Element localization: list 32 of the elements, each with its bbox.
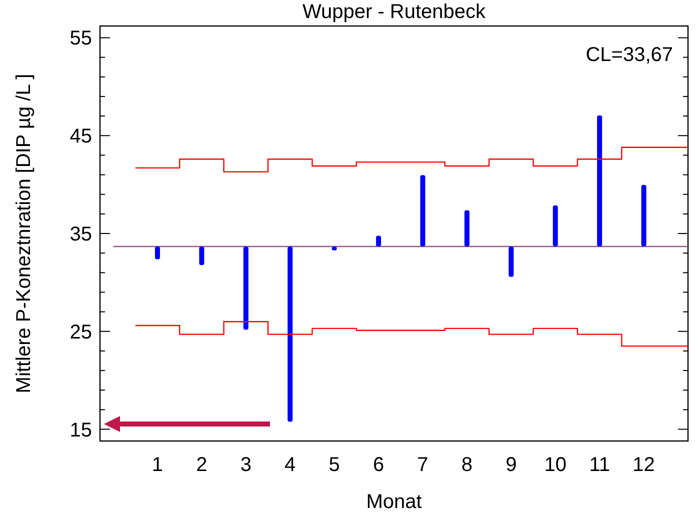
chart-title: Wupper - Rutenbeck — [302, 1, 487, 23]
x-tick-label: 3 — [240, 454, 252, 476]
x-tick-label: 1 — [152, 454, 164, 476]
bar — [464, 210, 470, 247]
annotation: CL=33,67 — [586, 44, 673, 66]
x-tick-label: 12 — [632, 454, 655, 476]
bar — [243, 246, 248, 330]
bar — [288, 246, 293, 422]
x-tick-label: 5 — [328, 454, 340, 476]
bar — [376, 236, 382, 247]
y-tick-label: 55 — [70, 28, 92, 50]
bar — [199, 246, 204, 266]
y-tick-label: 45 — [70, 126, 92, 148]
x-tick-label: 10 — [544, 454, 566, 476]
x-tick-label: 2 — [196, 454, 208, 476]
bar — [597, 115, 602, 247]
bar — [552, 205, 558, 247]
x-tick-label: 6 — [372, 454, 384, 476]
y-tick-label: 35 — [70, 224, 92, 246]
y-axis-title: Mittlere P-Koneztnration [DIP µg /L ] — [13, 74, 35, 394]
x-tick-label: 11 — [589, 454, 610, 476]
x-tick-label: 7 — [417, 454, 428, 476]
y-tick-label: 25 — [70, 321, 92, 344]
x-axis-title: Monat — [366, 491, 422, 513]
x-tick-label: 9 — [506, 454, 517, 476]
x-tick-label: 8 — [461, 454, 473, 476]
bar — [641, 184, 646, 247]
bar — [508, 246, 514, 277]
bar — [420, 175, 426, 247]
y-tick-label: 15 — [70, 419, 92, 442]
bar — [154, 246, 160, 260]
x-tick-label: 4 — [284, 454, 296, 476]
